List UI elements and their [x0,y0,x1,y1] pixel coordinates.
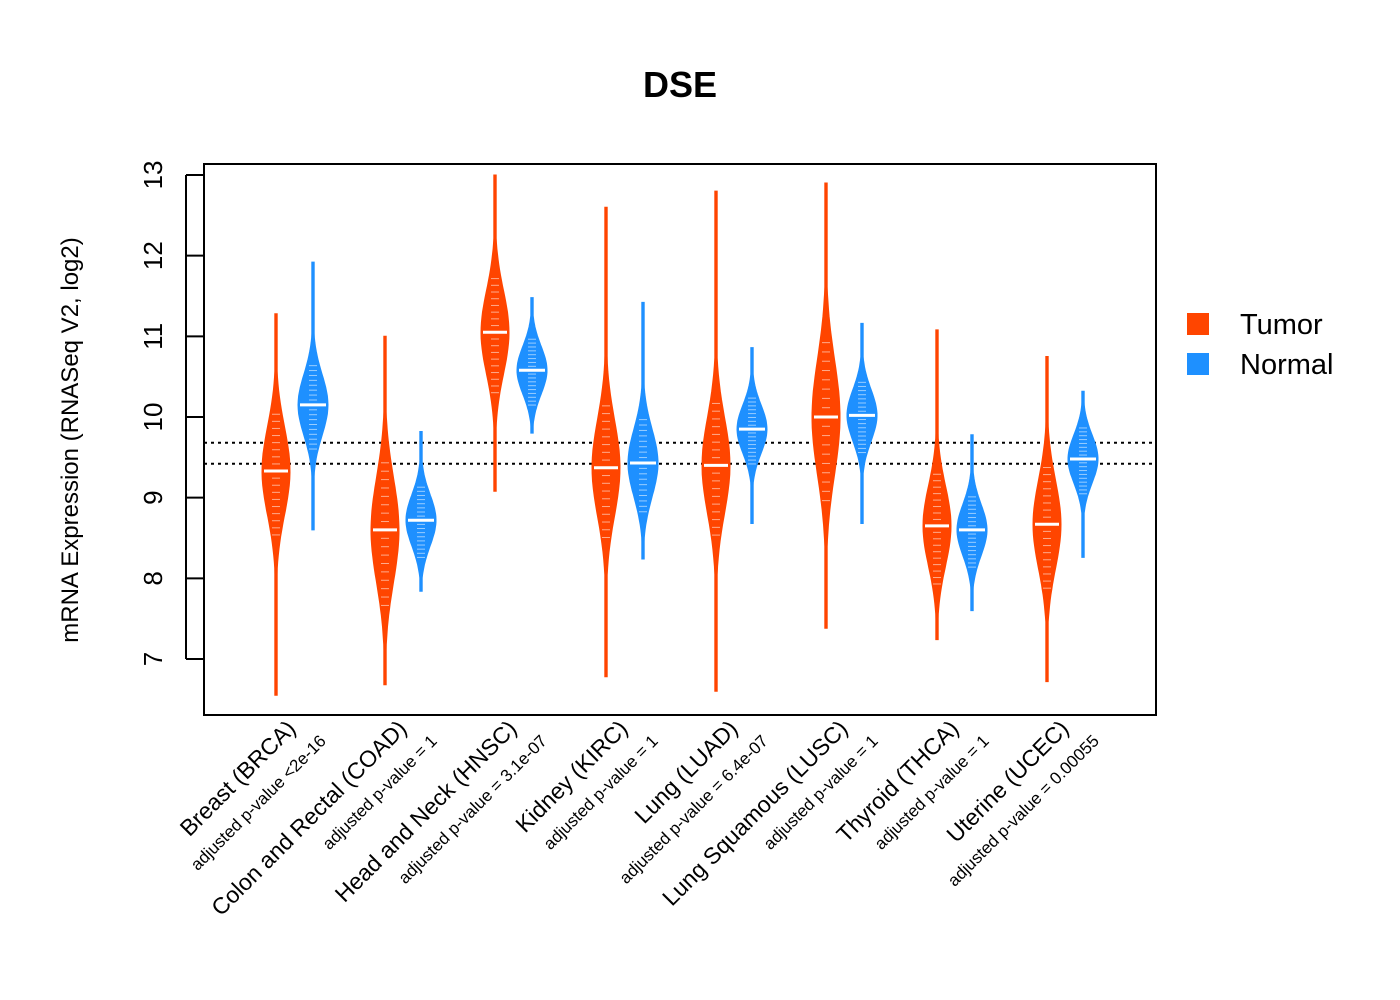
y-tick-label-12: 12 [138,241,168,270]
y-tick-label-9: 9 [138,490,168,504]
y-axis: 7 8 9 10 11 12 13 [138,161,204,666]
legend-label-tumor: Tumor [1240,309,1323,341]
y-axis-label: mRNA Expression (RNASeq V2, log2) [57,237,84,643]
normal-violin-7 [956,434,988,612]
violins [261,174,1099,696]
normal-violin-3-samples [528,338,536,406]
y-tick-label-10: 10 [138,403,168,432]
normal-violin-6-samples [858,381,866,454]
normal-violin-2-samples [417,486,425,558]
tumor-violin-5 [701,190,731,692]
y-tick-label-11: 11 [138,323,168,350]
y-tick-label-7: 7 [138,652,168,666]
tumor-violin-1-samples [272,413,280,536]
y-tick-label-13: 13 [138,161,168,190]
tumor-violin-4 [591,206,621,678]
tumor-violin-8 [1032,356,1062,683]
plot-area-frame [203,163,1157,716]
normal-violin-4-samples [639,419,647,513]
chart-title: DSE [643,64,717,105]
tumor-violin-6-samples [822,342,830,502]
y-tick-label-8: 8 [138,571,168,585]
normal-violin-5 [736,347,768,524]
legend-label-normal: Normal [1240,349,1333,381]
normal-violin-3 [516,297,548,434]
tumor-violin-1 [261,313,291,696]
tumor-violin-5-samples [712,402,720,536]
tumor-violin-2 [370,335,400,686]
legend: Tumor Normal [1187,309,1333,381]
legend-swatch-tumor [1187,313,1209,335]
tumor-violin-3-samples [491,278,499,394]
legend-swatch-normal [1187,353,1209,375]
x-axis-labels: Breast (BRCA)adjusted p-value <2e-16Colo… [175,715,1103,920]
normal-violin-1 [297,261,329,531]
reference-lines [204,441,1156,465]
tumor-violin-6 [811,182,841,629]
normal-violin-1-samples [309,365,317,450]
tumor-violin-7 [922,329,952,641]
normal-violin-2 [405,431,437,592]
